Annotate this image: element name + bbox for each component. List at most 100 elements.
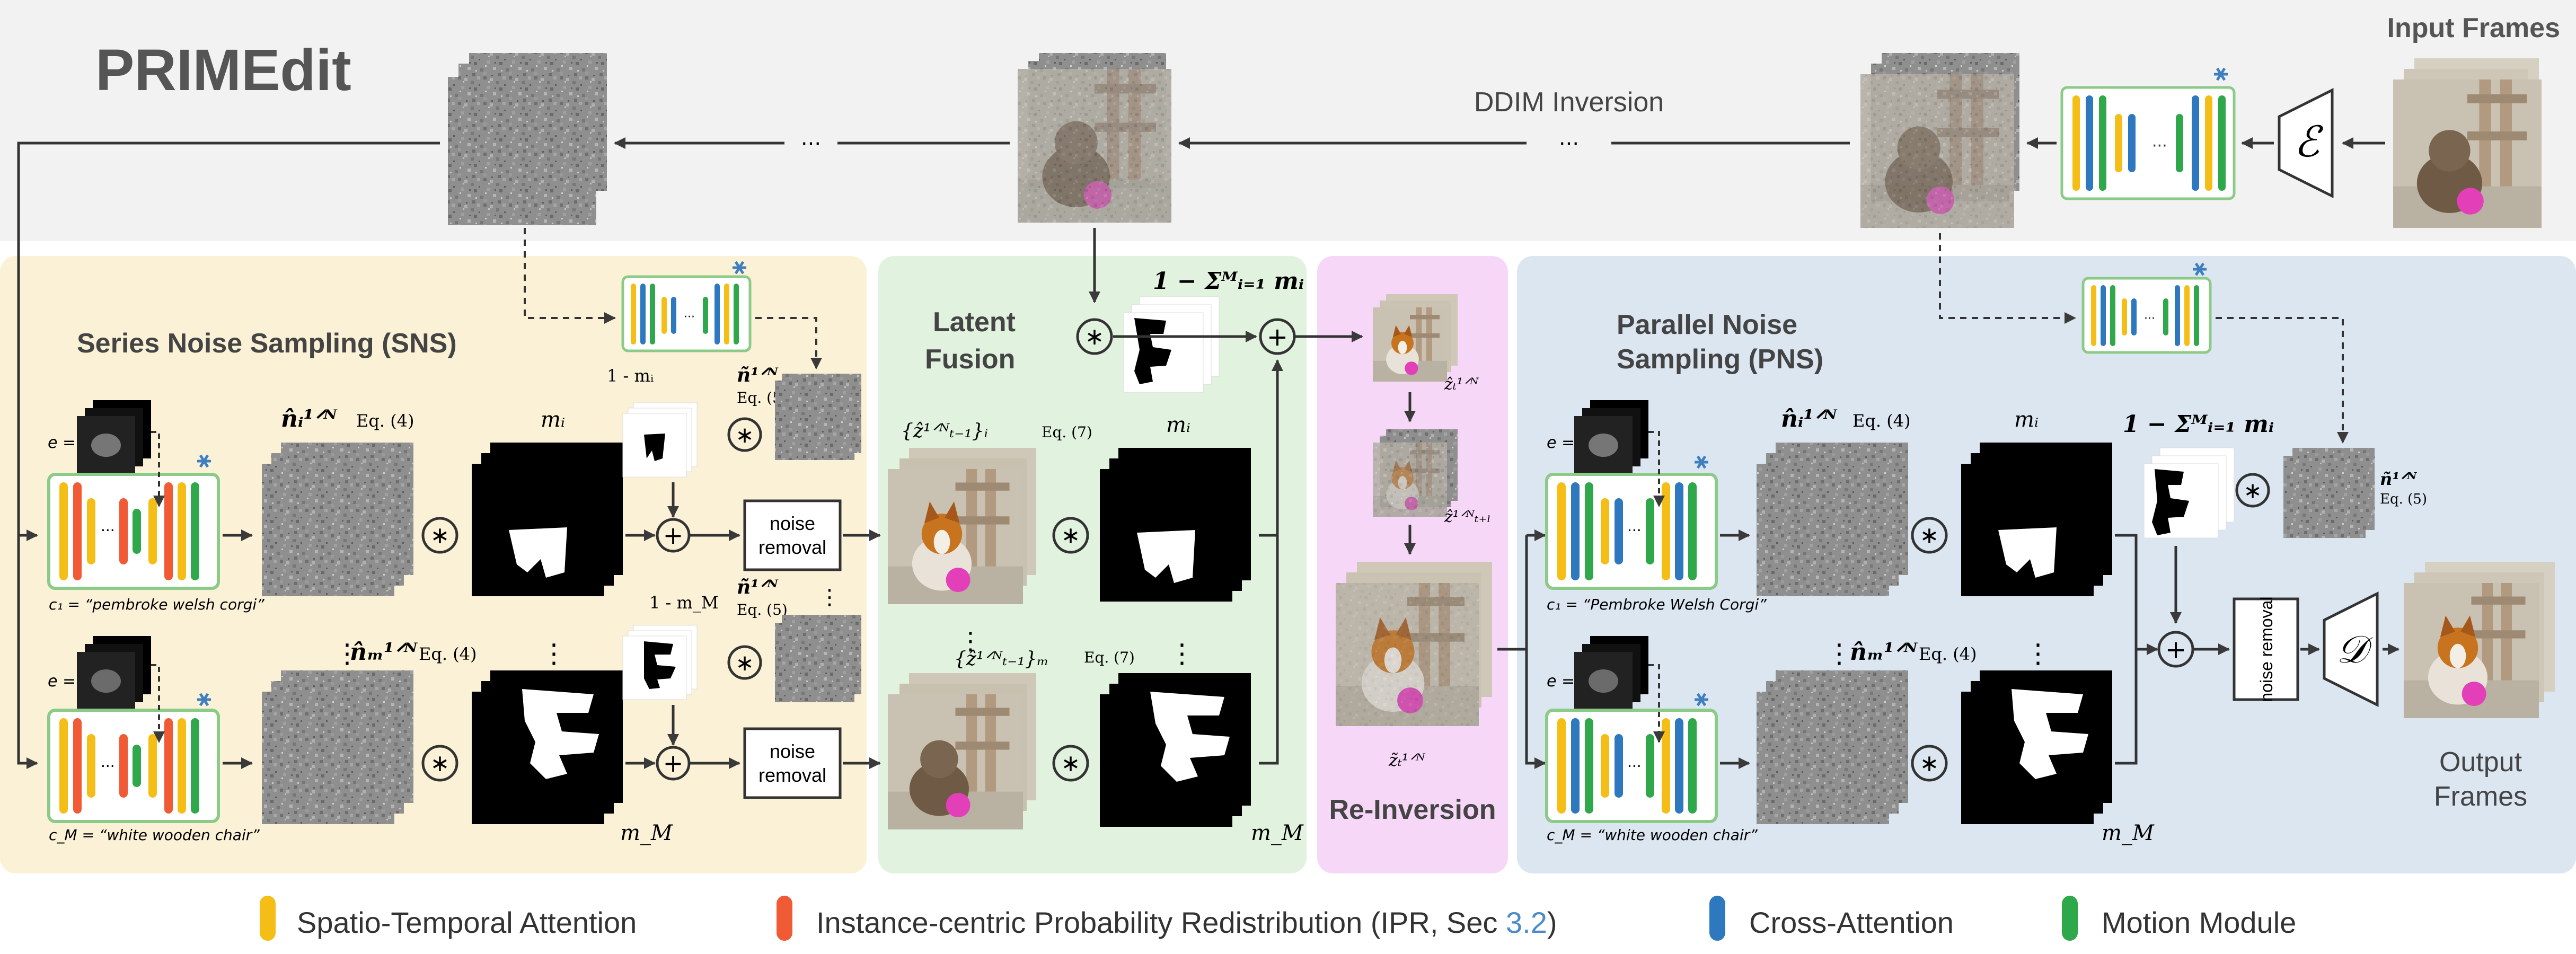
noise-small-pns bbox=[2283, 448, 2375, 538]
svg-text:∗: ∗ bbox=[1920, 522, 1939, 549]
noise-removal-box-1 bbox=[743, 499, 842, 571]
svg-text:∗: ∗ bbox=[735, 650, 754, 676]
vdots-fusion-2: ⋮ bbox=[1169, 638, 1195, 669]
c1-prompt: c₁ = “pembroke welsh corgi” bbox=[49, 596, 264, 613]
n-tilde-label-pns: ñ¹ᐟᴺ bbox=[2380, 469, 2418, 489]
svg-text:···: ··· bbox=[684, 311, 695, 324]
svg-text:∗: ∗ bbox=[430, 750, 450, 777]
unet-sns-1: ··· bbox=[47, 473, 220, 590]
encoder-symbol: ℰ bbox=[2294, 117, 2324, 166]
output-frames-l2: Frames bbox=[2434, 781, 2527, 812]
decoder-block: 𝒟 bbox=[2323, 591, 2379, 708]
noise-removal-1-l1: noise bbox=[770, 513, 815, 534]
noise-small-sns-1 bbox=[775, 374, 861, 460]
z-i-label: {ẑ¹ᐟᴺₜ₋₁}ᵢ bbox=[901, 420, 988, 442]
z-hat-label: ẑₜ¹ᐟᴺ bbox=[1444, 375, 1479, 394]
noise-stack-pns-2 bbox=[1757, 670, 1908, 824]
one-minus-mi-label: 1 - mᵢ bbox=[607, 366, 654, 386]
fusion-formula-pns: 1 − Σᴹᵢ₌₁ mᵢ bbox=[2123, 411, 2274, 438]
noise-removal-2-l1: noise bbox=[770, 740, 815, 762]
reinv-latent-1 bbox=[1373, 294, 1458, 382]
multiply-op-icon bbox=[421, 517, 458, 554]
mask-stack-pns-2 bbox=[1961, 670, 2112, 824]
n-i-label-pns: n̂ᵢ¹ᐟᴺ bbox=[1781, 405, 1838, 432]
vdots-sns-1: ⋮ bbox=[334, 638, 360, 669]
top-ellipsis-left: ··· bbox=[801, 132, 821, 156]
legend: Spatio-Temporal Attention Instance-centr… bbox=[260, 896, 2296, 941]
latent-fusion-title-2: Fusion bbox=[925, 344, 1015, 375]
diagram-title: PRIMEdit bbox=[95, 38, 351, 103]
svg-text:∗: ∗ bbox=[1061, 750, 1081, 777]
multiply-pns-3-icon bbox=[2235, 473, 2270, 508]
fusion-mask-1 bbox=[1100, 448, 1251, 602]
inverse-mask-sns-2 bbox=[622, 625, 698, 700]
svg-text:···: ··· bbox=[2152, 137, 2167, 155]
mask-stack-sns-2 bbox=[472, 670, 623, 824]
multiply-fusion-2-icon bbox=[1052, 517, 1089, 554]
c1-prompt-pns: c₁ = “Pembroke Welsh Corgi” bbox=[1547, 596, 1767, 613]
ddim-inversion-label: DDIM Inversion bbox=[1474, 87, 1664, 118]
vdots-sns-3: ⋮ bbox=[819, 585, 840, 610]
pure-noise-stack bbox=[448, 53, 607, 225]
m-i-label-fusion: mᵢ bbox=[1166, 413, 1190, 437]
pns-title-1: Parallel Noise bbox=[1617, 310, 1797, 340]
legend-label-cross-attention: Cross-Attention bbox=[1749, 906, 1954, 939]
fusion-mask-2 bbox=[1100, 673, 1251, 827]
noise-stack-sns-1 bbox=[262, 443, 413, 596]
z-M-label: {ẑ¹ᐟᴺₜ₋₁}ₘ bbox=[954, 648, 1049, 670]
inverse-mask-sns-1 bbox=[622, 402, 698, 478]
eq4-label-pns-2: Eq. (4) bbox=[1919, 644, 1977, 664]
fusion-photo-1 bbox=[888, 448, 1036, 604]
svg-text:∗: ∗ bbox=[1061, 522, 1081, 549]
mask-stack-sns-1 bbox=[472, 443, 623, 596]
noise-removal-box-pns bbox=[2233, 597, 2299, 701]
multiply-fusion-icon bbox=[1076, 318, 1113, 355]
output-frames-stack bbox=[2404, 562, 2555, 718]
svg-text:∗: ∗ bbox=[735, 422, 754, 448]
m-M-label-fusion: m_M bbox=[1251, 821, 1304, 845]
vdots-sns-2: ⋮ bbox=[541, 638, 567, 669]
pns-inverse-mask bbox=[2143, 447, 2235, 538]
noise-removal-box-2 bbox=[743, 727, 842, 799]
eq7-label-1: Eq. (7) bbox=[1042, 423, 1092, 441]
fusion-inverse-mask bbox=[1123, 296, 1220, 393]
multiply-op-4-icon bbox=[727, 645, 762, 680]
input-frames-stack bbox=[2393, 58, 2542, 228]
eq4-label-sns-1: Eq. (4) bbox=[356, 411, 414, 431]
legend-label-ipr-ref: 3.2 bbox=[1506, 906, 1547, 939]
e-eq-label-pns-1: e = bbox=[1547, 434, 1575, 452]
e-eq-label-pns-2: e = bbox=[1547, 672, 1575, 691]
noise-small-sns-2 bbox=[775, 615, 861, 702]
svg-text:∗: ∗ bbox=[1920, 750, 1939, 777]
svg-text:∗: ∗ bbox=[2243, 478, 2262, 504]
noise-removal-2-l2: removal bbox=[758, 764, 826, 786]
mask-stack-pns-1 bbox=[1961, 443, 2112, 596]
noisy-latent-stack-mid bbox=[1018, 53, 1171, 223]
e-eq-label-1: e = bbox=[48, 434, 76, 452]
emb-stack-pns-1 bbox=[1574, 400, 1648, 474]
one-minus-mM-label: 1 - m_M bbox=[649, 593, 719, 613]
vdots-pns-2: ⋮ bbox=[2025, 638, 2051, 669]
svg-text:∗: ∗ bbox=[430, 522, 450, 549]
legend-swatch-spatio-temporal bbox=[260, 896, 276, 941]
multiply-pns-2-icon bbox=[1911, 745, 1948, 782]
emb-stack-2 bbox=[77, 636, 151, 710]
fusion-photo-2 bbox=[888, 673, 1036, 829]
reinv-latent-3 bbox=[1336, 562, 1492, 726]
cM-prompt: c_M = “white wooden chair” bbox=[49, 826, 260, 844]
e-eq-label-2: e = bbox=[48, 672, 76, 691]
noise-stack-pns-1 bbox=[1757, 443, 1908, 596]
unet-sns-small: ··· bbox=[621, 275, 752, 352]
noise-stack-sns-2 bbox=[262, 670, 413, 824]
unet-pns-small: ··· bbox=[2081, 277, 2212, 354]
sns-title: Series Noise Sampling (SNS) bbox=[77, 328, 457, 359]
noise-removal-pns-label: noise removal bbox=[2257, 596, 2276, 702]
unet-top: ··· bbox=[2060, 86, 2236, 200]
svg-text:···: ··· bbox=[101, 757, 115, 775]
svg-text:···: ··· bbox=[101, 522, 115, 539]
m-i-label-pns: mᵢ bbox=[2014, 408, 2039, 432]
svg-text:+: + bbox=[1267, 322, 1288, 352]
legend-label-ipr-text: Instance-centric Probability Redistribut… bbox=[816, 906, 1506, 939]
svg-text:+: + bbox=[663, 749, 684, 778]
